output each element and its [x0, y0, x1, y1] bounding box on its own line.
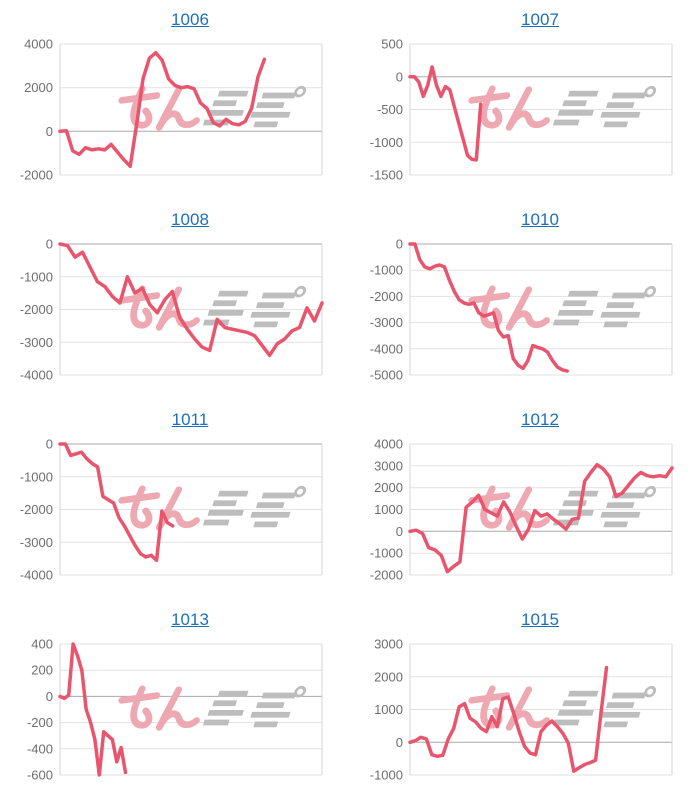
y-axis-tick-label: 4000: [374, 437, 403, 452]
series-line: [58, 242, 324, 358]
y-axis-tick-label: 0: [396, 735, 403, 750]
chart-title-link[interactable]: 1008: [171, 210, 209, 229]
y-axis-tick-label: 2000: [374, 480, 403, 495]
line-chart: 4000 3000 2000 1000 0 -1000 -2000: [370, 437, 674, 583]
chart-cell: 1008 0 -1000 -2000 -3000 -4000: [0, 200, 350, 400]
y-axis-tick-label: -1000: [370, 768, 403, 783]
y-axis-tick-label: -2000: [20, 302, 53, 317]
chart-title-link[interactable]: 1015: [521, 610, 559, 629]
y-axis-tick-label: 0: [46, 437, 53, 452]
y-axis-tick-label: -1000: [370, 546, 403, 561]
y-axis-tick-label: 2000: [374, 669, 403, 684]
y-axis-tick-label: -1000: [370, 263, 403, 278]
chart-title-row: 1007: [350, 9, 700, 31]
y-axis-tick-label: 400: [31, 637, 53, 652]
chart-title-row: 1013: [0, 609, 350, 631]
y-axis-tick-label: 2000: [24, 80, 53, 95]
y-axis-tick-label: 0: [396, 69, 403, 84]
y-axis-tick-label: 200: [31, 663, 53, 678]
y-axis-tick-label: 0: [396, 237, 403, 252]
chart-cell: 1015 3000 2000 1000 0 -1000: [350, 600, 700, 800]
minrepo-logo-watermark: [469, 487, 656, 527]
y-axis-tick-label: 0: [46, 237, 53, 252]
minrepo-logo-watermark: [469, 87, 656, 127]
chart-title-row: 1012: [350, 409, 700, 431]
series-line: [58, 442, 175, 563]
series-line: [408, 462, 674, 574]
minrepo-logo-watermark: [119, 687, 306, 727]
line-chart: 500 0 -500 -1000 -1500: [370, 37, 673, 183]
y-axis-tick-label: -3000: [370, 315, 403, 330]
chart-title-row: 1008: [0, 209, 350, 231]
chart-title-row: 1015: [350, 609, 700, 631]
line-chart: 400 200 0 -200 -400 -600: [27, 637, 323, 783]
chart-cell: 1012 4000 3000 2000 1000 0 -1000 -2000: [350, 400, 700, 600]
y-axis-tick-label: -5000: [370, 368, 403, 383]
series-line: [58, 642, 128, 777]
y-axis-tick-label: -4000: [370, 341, 403, 356]
chart-title-link[interactable]: 1013: [171, 610, 209, 629]
y-axis-tick-label: -500: [377, 102, 403, 117]
chart-cell: 1013 400 200 0 -200 -400 -600: [0, 600, 350, 800]
y-axis-tick-label: -2000: [370, 568, 403, 583]
y-axis-tick-label: -1000: [20, 269, 53, 284]
line-chart: 4000 2000 0 -2000: [20, 37, 323, 183]
series-line: [408, 65, 483, 162]
minrepo-logo-watermark: [119, 287, 306, 327]
series-line: [408, 665, 609, 773]
y-axis-tick-label: -1000: [370, 135, 403, 150]
minrepo-logo-watermark: [119, 487, 306, 527]
y-axis-tick-label: -600: [27, 768, 53, 783]
y-axis-tick-label: 3000: [374, 637, 403, 652]
chart-cell: 1010 0 -1000 -2000 -3000 -4000 -5000: [350, 200, 700, 400]
y-axis-tick-label: -4000: [20, 568, 53, 583]
y-axis-tick-label: -200: [27, 715, 53, 730]
y-axis-tick-label: -4000: [20, 368, 53, 383]
series-line: [408, 242, 569, 373]
chart-title-link[interactable]: 1012: [521, 410, 559, 429]
y-axis-tick-label: -1500: [370, 168, 403, 183]
chart-cell: 1006 4000 2000 0 -2000: [0, 0, 350, 200]
y-axis-tick-label: 0: [46, 124, 53, 139]
y-axis-tick-label: 1000: [374, 502, 403, 517]
y-axis-tick-label: -2000: [20, 502, 53, 517]
chart-title-row: 1011: [0, 409, 350, 431]
line-chart: 0 -1000 -2000 -3000 -4000 -5000: [370, 237, 673, 383]
y-axis-tick-label: 0: [46, 689, 53, 704]
y-axis-tick-label: -3000: [20, 335, 53, 350]
line-chart: 0 -1000 -2000 -3000 -4000: [20, 437, 323, 583]
series-line: [58, 50, 267, 169]
y-axis-tick-label: 0: [396, 524, 403, 539]
y-axis-tick-label: -400: [27, 741, 53, 756]
y-axis-tick-label: 3000: [374, 458, 403, 473]
line-chart: 0 -1000 -2000 -3000 -4000: [20, 237, 324, 383]
chart-title-link[interactable]: 1010: [521, 210, 559, 229]
chart-title-link[interactable]: 1007: [521, 10, 559, 29]
chart-cell: 1007 500 0 -500 -1000 -1500: [350, 0, 700, 200]
line-chart: 3000 2000 1000 0 -1000: [370, 637, 673, 783]
chart-title-link[interactable]: 1006: [171, 10, 209, 29]
chart-title-row: 1006: [0, 9, 350, 31]
y-axis-tick-label: -3000: [20, 535, 53, 550]
chart-title-row: 1010: [350, 209, 700, 231]
y-axis-tick-label: -2000: [20, 168, 53, 183]
y-axis-tick-label: -1000: [20, 469, 53, 484]
chart-cell: 1011 0 -1000 -2000 -3000 -4000: [0, 400, 350, 600]
y-axis-tick-label: 1000: [374, 702, 403, 717]
chart-title-link[interactable]: 1011: [171, 410, 209, 429]
y-axis-tick-label: 4000: [24, 37, 53, 52]
y-axis-tick-label: 500: [381, 37, 403, 52]
y-axis-tick-label: -2000: [370, 289, 403, 304]
